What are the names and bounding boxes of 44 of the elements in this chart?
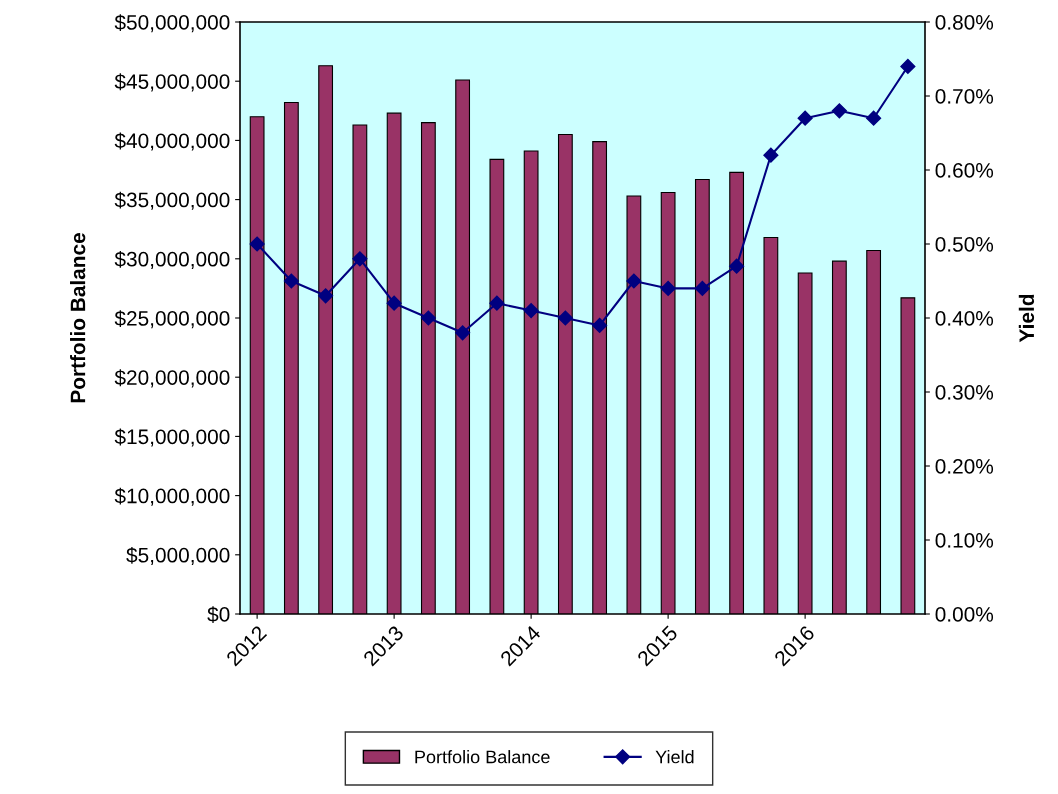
y2-tick-label: 0.10% [935,533,994,548]
y-tick-label: $5,000,000 [126,546,230,566]
point [900,58,916,74]
y2-tick-label: 0.80% [935,15,994,30]
y2-tick-label: 0.00% [935,607,994,622]
y2-tick-label: 0.20% [935,459,994,474]
y-tick-label: $35,000,000 [114,191,230,210]
point [283,273,299,289]
point [866,110,882,126]
point [660,280,676,296]
point [763,147,779,163]
y2-tick-label: 0.30% [935,385,994,400]
point [694,280,710,296]
point [420,310,436,326]
point [489,295,505,311]
y2-tick-label: 0.50% [935,237,994,252]
point [831,103,847,119]
y-tick-label: $10,000,000 [114,487,230,506]
point [318,288,334,304]
y-tick-label: $25,000,000 [114,310,230,329]
point [797,110,813,126]
point [592,317,608,333]
legend-label: Portfolio Balance [415,750,550,764]
y-tick-label: $40,000,000 [114,132,230,151]
y-tick-label: $45,000,000 [114,73,230,92]
y2-axis-title: Yield [1018,294,1035,343]
y2-tick-label: 0.70% [935,89,994,104]
y-tick-label: $30,000,000 [114,250,230,270]
y2-tick-label: 0.40% [935,311,994,326]
point [626,273,642,289]
legend-label: Yield [655,750,694,764]
point [249,236,265,252]
point [386,295,402,311]
y-tick-label: $0 [207,606,230,623]
point [455,325,471,341]
point [523,303,539,319]
point [352,251,368,267]
y-axis-title: Portfolio Balance [70,233,86,403]
y-tick-label: $20,000,000 [114,369,230,388]
y-tick-label: $50,000,000 [114,14,230,33]
point [557,310,573,326]
y-tick-label: $15,000,000 [114,428,230,447]
point [729,258,745,274]
y2-tick-label: 0.60% [935,163,994,178]
